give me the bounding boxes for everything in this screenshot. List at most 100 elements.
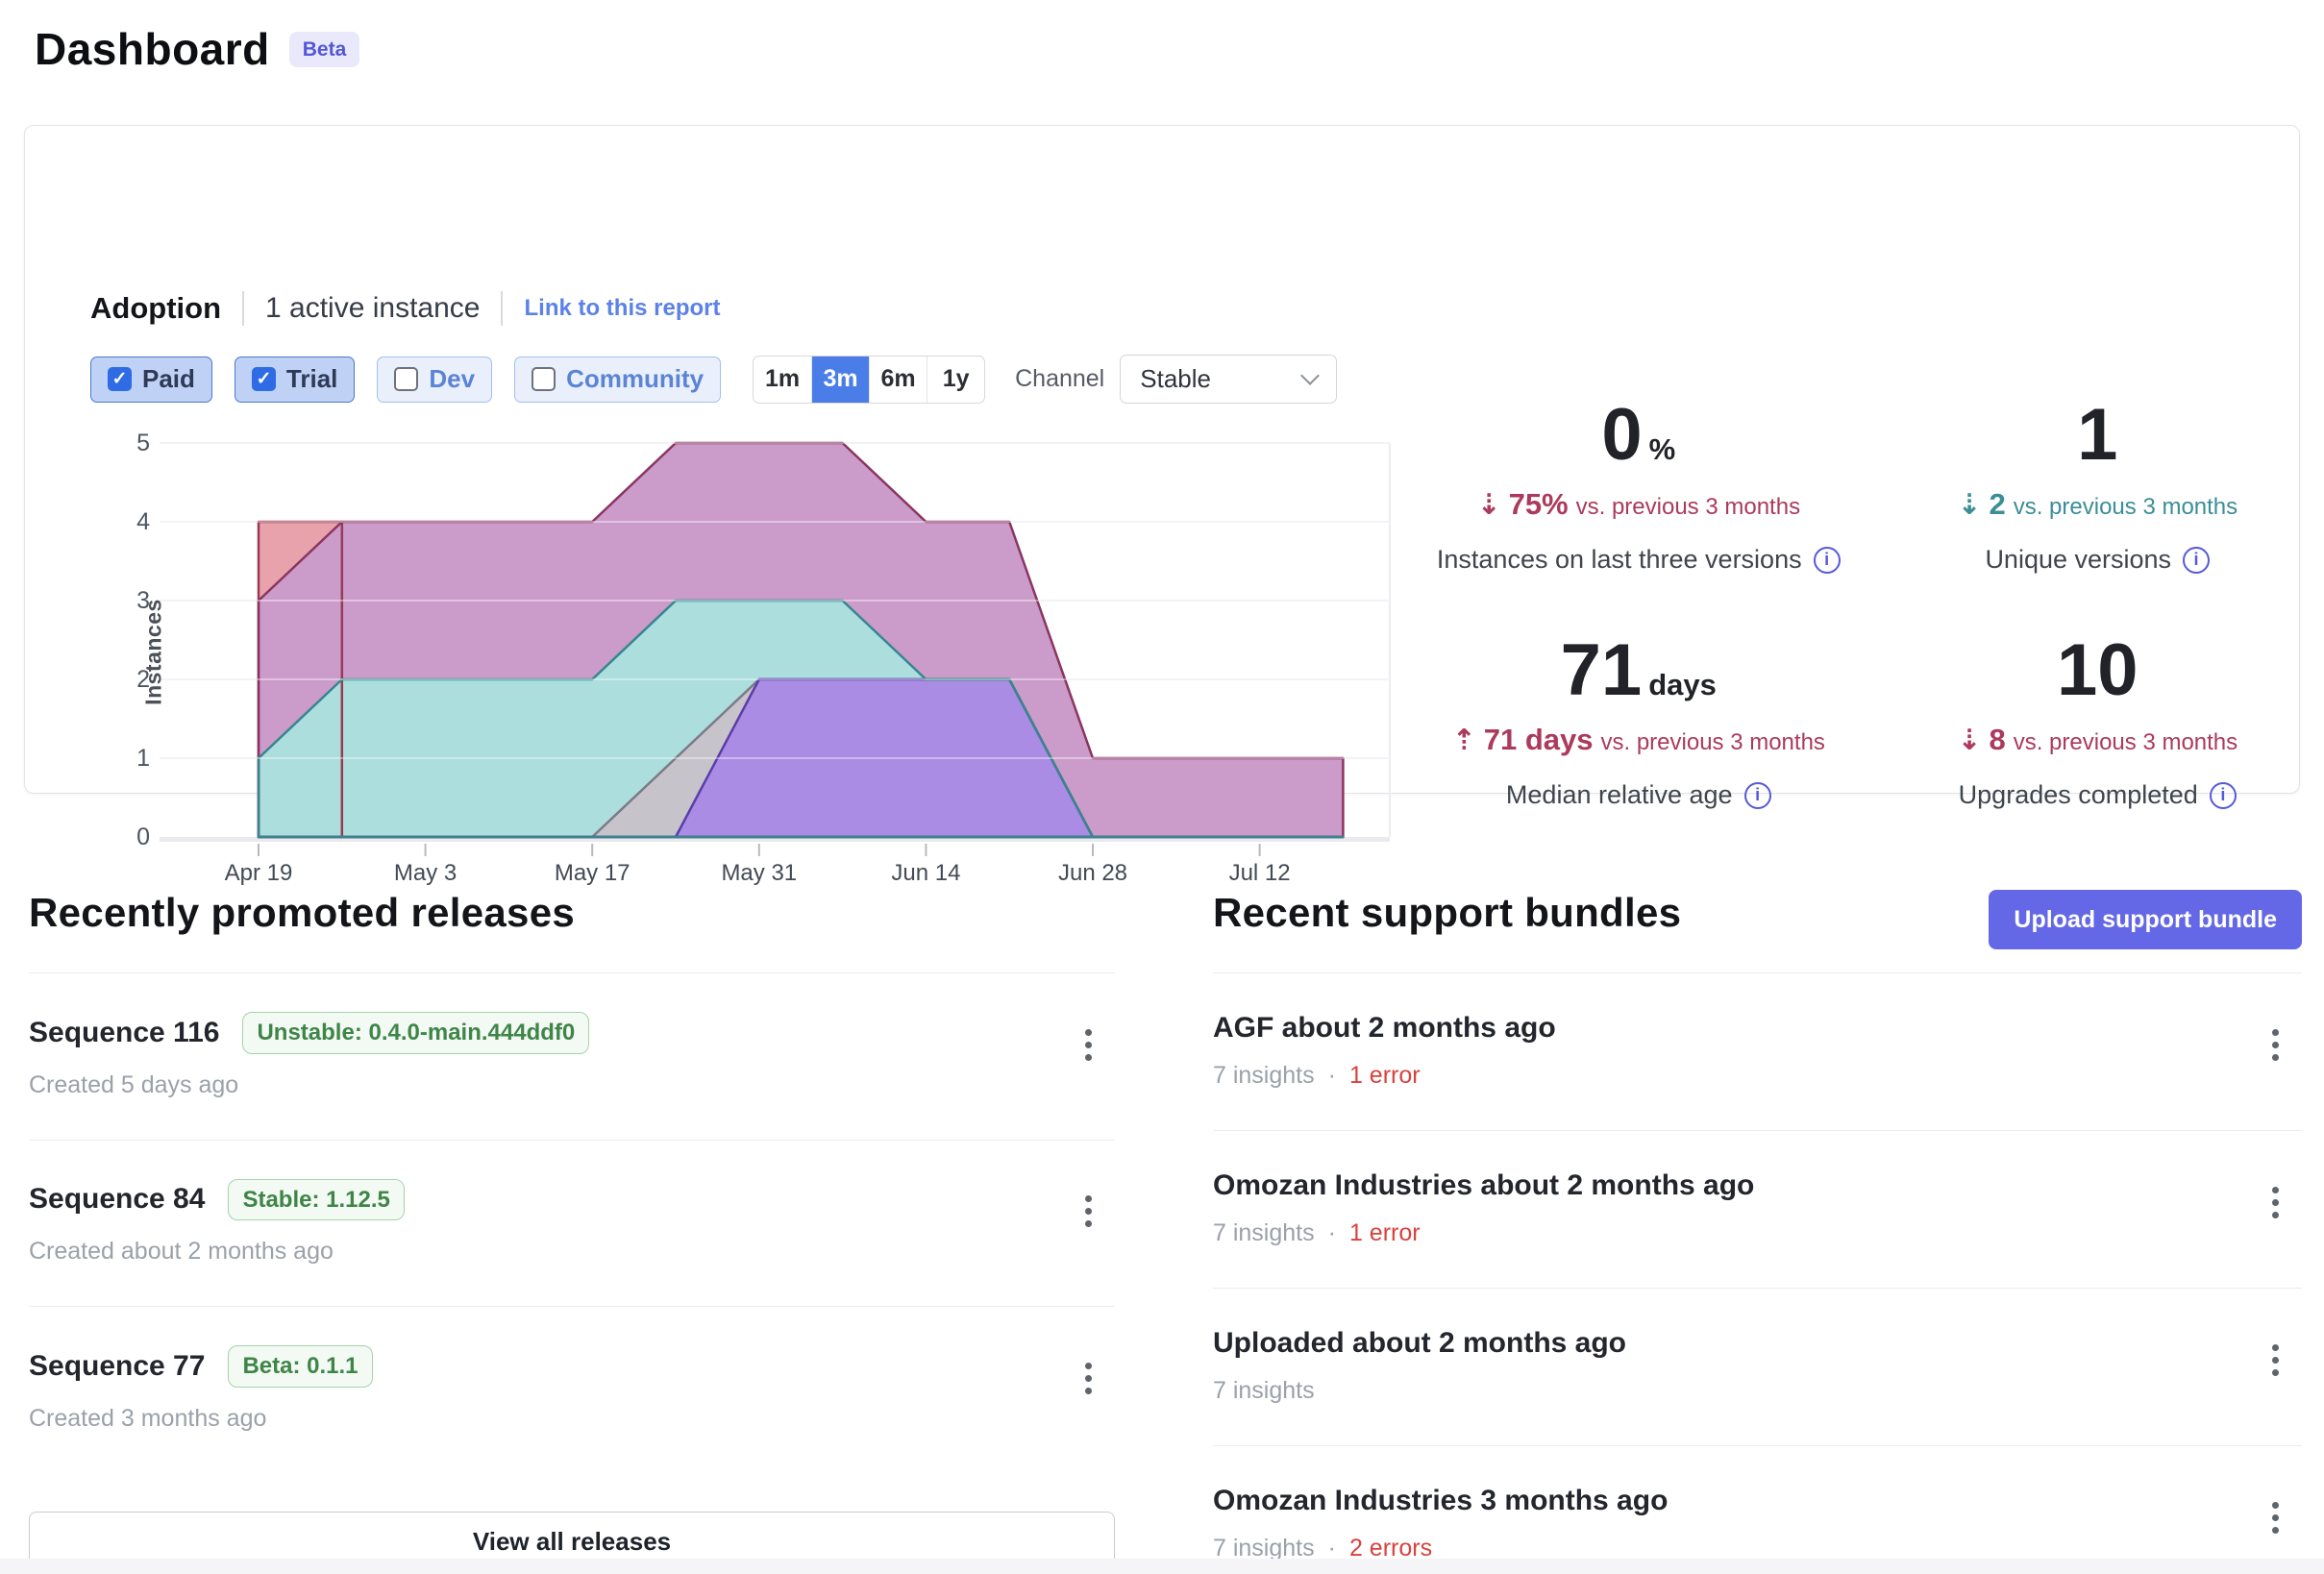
stat-value: 1	[2077, 394, 2118, 476]
adoption-area-chart[interactable]	[102, 426, 1409, 906]
range-6m[interactable]: 6m	[869, 356, 927, 403]
bundles-heading: Recent support bundles	[1213, 890, 1682, 935]
kebab-menu-icon[interactable]	[2254, 1333, 2296, 1387]
kebab-menu-icon[interactable]	[1067, 1185, 1109, 1239]
adoption-chart: 0 1 2 3 4 5 Apr 19 May 3 May 17 May 31 Jun 14 Jun …	[102, 426, 1409, 906]
filter-trial-label: Trial	[285, 364, 338, 393]
adoption-stats: 0% ⇣ 75% vs. previous 3 months Instances…	[1409, 399, 2324, 870]
stat-delta: ⇡ 71 days vs. previous 3 months	[1451, 723, 1825, 757]
bundle-row: Uploaded about 2 months ago 7 insights ·	[1213, 1288, 2302, 1445]
stat-median-relative-age: 71 days ⇡ 71 days vs. previous 3 months M…	[1409, 634, 1868, 810]
x-tick-label: Apr 19	[224, 860, 293, 886]
arrow-up-icon: ⇡	[1451, 724, 1476, 757]
bundle-title: Uploaded about 2 months ago	[1213, 1327, 1627, 1359]
release-created: Created 3 months ago	[29, 1404, 267, 1432]
release-row: Sequence 77 Beta: 0.1.1 Created 3 months…	[29, 1306, 1115, 1473]
channel-select[interactable]: Stable	[1120, 355, 1338, 404]
info-icon[interactable]: i	[2183, 546, 2211, 574]
bundle-errors: 2 errors	[1348, 1535, 1433, 1562]
dot-separator: ·	[1327, 1535, 1336, 1562]
support-bundles-section: Recent support bundles Upload support bu…	[1213, 890, 2302, 1574]
y-tick-label: 4	[136, 508, 150, 535]
trial-checkbox[interactable]	[251, 367, 276, 391]
release-title: Sequence 116	[29, 1016, 220, 1048]
bundle-errors: 1 error	[1348, 1062, 1421, 1089]
release-row: Sequence 116 Unstable: 0.4.0-main.444ddf…	[29, 972, 1115, 1140]
y-tick-label: 2	[136, 666, 150, 693]
area-version-purple	[259, 679, 1344, 837]
filter-dev[interactable]: Dev	[377, 356, 493, 403]
stat-upgrades-completed: 10 ⇣ 8 vs. previous 3 months Upgrades co…	[1868, 634, 2324, 810]
bundle-insights: 7 insights	[1213, 1377, 1315, 1404]
arrow-down-icon: ⇣	[1957, 488, 1982, 522]
bundle-row: Omozan Industries about 2 months ago 7 i…	[1213, 1130, 2302, 1288]
bundle-title: Omozan Industries about 2 months ago	[1213, 1169, 1755, 1201]
release-title: Sequence 84	[29, 1183, 206, 1216]
dev-checkbox[interactable]	[394, 367, 419, 391]
info-icon[interactable]: i	[1743, 781, 1771, 809]
stat-delta: ⇣ 8 vs. previous 3 months	[1957, 723, 2238, 757]
stat-label: Instances on last three versions i	[1409, 545, 1868, 575]
filter-paid-label: Paid	[142, 364, 195, 393]
dot-separator: ·	[1327, 1062, 1336, 1089]
license-filters: Paid Trial Dev Community	[90, 356, 722, 403]
page-title: Dashboard	[35, 24, 270, 74]
bundle-insights: 7 insights	[1213, 1219, 1315, 1246]
range-1m[interactable]: 1m	[765, 365, 801, 392]
chevron-down-icon	[1300, 365, 1321, 385]
bundle-row: Omozan Industries 3 months ago 7 insight…	[1213, 1445, 2302, 1574]
stat-label: Median relative age i	[1409, 780, 1868, 810]
divider	[501, 291, 504, 326]
release-created: Created about 2 months ago	[29, 1238, 334, 1266]
upload-support-bundle-button[interactable]: Upload support bundle	[1989, 890, 2302, 949]
release-channel-badge: Stable: 1.12.5	[228, 1178, 405, 1221]
adoption-card-header: Adoption 1 active instance Link to this …	[90, 291, 720, 326]
kebab-menu-icon[interactable]	[1067, 1018, 1109, 1071]
filter-dev-label: Dev	[429, 364, 476, 393]
kebab-menu-icon[interactable]	[2254, 1018, 2296, 1071]
y-tick-label: 3	[136, 587, 150, 614]
x-tick-label: Jul 12	[1228, 860, 1291, 886]
stat-label: Unique versions i	[1868, 545, 2324, 575]
community-checkbox[interactable]	[532, 367, 556, 391]
filter-trial[interactable]: Trial	[234, 356, 356, 403]
kebab-menu-icon[interactable]	[2254, 1175, 2296, 1229]
stat-delta: ⇣ 75% vs. previous 3 months	[1476, 487, 1801, 522]
bundle-row: AGF about 2 months ago 7 insights · 1 er…	[1213, 972, 2302, 1130]
stat-value: 71 days	[1560, 629, 1717, 711]
adoption-controls: Paid Trial Dev Community 1m 3m 6m	[90, 355, 1338, 404]
time-range-selector: 1m 3m 6m 1y	[753, 355, 986, 404]
stat-value: 10	[2056, 629, 2139, 711]
bundle-insights: 7 insights	[1213, 1062, 1315, 1089]
dot-separator: ·	[1327, 1219, 1336, 1246]
stat-label: Upgrades completed i	[1868, 780, 2324, 810]
bundle-title: Omozan Industries 3 months ago	[1213, 1485, 1669, 1516]
bundle-insights: 7 insights	[1213, 1535, 1315, 1562]
releases-heading: Recently promoted releases	[29, 890, 576, 935]
release-row: Sequence 84 Stable: 1.12.5 Created about…	[29, 1139, 1115, 1307]
filter-community[interactable]: Community	[514, 356, 722, 403]
x-tick-label: Jun 14	[891, 860, 961, 886]
info-icon[interactable]: i	[2209, 781, 2237, 809]
filter-community-label: Community	[566, 364, 705, 393]
y-tick-label: 1	[136, 745, 150, 772]
y-axis-title: Instances	[140, 599, 166, 705]
link-to-report[interactable]: Link to this report	[524, 295, 721, 321]
page-header: Dashboard Beta	[35, 23, 360, 75]
info-icon[interactable]: i	[1813, 546, 1841, 574]
release-channel-badge: Beta: 0.1.1	[228, 1345, 373, 1388]
y-tick-label: 5	[136, 430, 150, 456]
range-3m[interactable]: 3m	[811, 356, 870, 403]
viewport-bottom-strip	[0, 1559, 2324, 1574]
kebab-menu-icon[interactable]	[1067, 1351, 1109, 1405]
arrow-down-icon: ⇣	[1476, 488, 1501, 522]
kebab-menu-icon[interactable]	[2254, 1490, 2296, 1544]
outline-version-magenta	[257, 441, 1345, 839]
filter-paid[interactable]: Paid	[90, 356, 212, 403]
stat-instances-last-three-versions: 0% ⇣ 75% vs. previous 3 months Instances…	[1409, 399, 1868, 575]
paid-checkbox[interactable]	[108, 367, 132, 391]
range-1y[interactable]: 1y	[927, 356, 984, 403]
adoption-title: Adoption	[90, 291, 222, 325]
stat-value: 0%	[1601, 394, 1676, 476]
